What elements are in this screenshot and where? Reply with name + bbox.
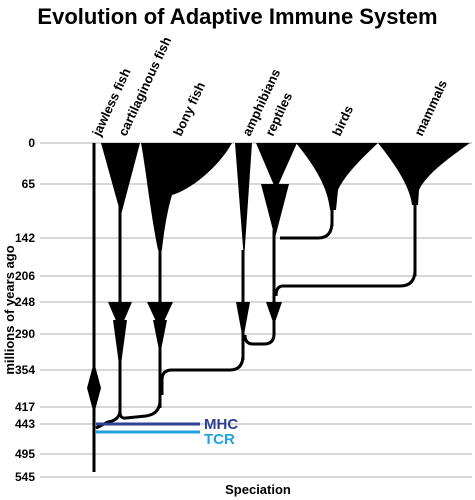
y-axis-label: millions of years ago: [2, 245, 17, 374]
tick-label: 142: [15, 231, 35, 245]
lineage-cartilaginous-fish-top: [101, 143, 140, 215]
tick-labels: 0 65 142 206 248 290 354 417 443 495 545: [15, 136, 35, 484]
lineage-amphibians-spindle: [236, 302, 250, 340]
tick-label: 354: [15, 363, 35, 377]
page-title: Evolution of Adaptive Immune System: [37, 4, 438, 29]
lineage-reptiles-top: [256, 143, 297, 190]
tick-label: 248: [15, 295, 35, 309]
lineage-mammals-top: [378, 143, 470, 205]
lineage-reptiles-spindle: [266, 302, 282, 325]
jawless-fish-diamond: [87, 362, 101, 414]
lineage-bony-fish-spindle: [147, 302, 173, 330]
tick-label: 290: [15, 327, 35, 341]
grid-lines: [40, 142, 472, 478]
tcr-label: TCR: [204, 431, 235, 448]
lineages: [87, 143, 470, 472]
tick-label: 495: [15, 447, 35, 461]
lineage-bony-fish-top: [141, 143, 232, 250]
tick-label: 206: [15, 269, 35, 283]
lineage-cartilaginous-fish-spindle: [108, 302, 132, 330]
tick-label: 417: [15, 400, 35, 414]
clade-label-mammals: mammals: [411, 78, 450, 139]
lineage-amphibians-top: [235, 143, 252, 260]
lineage-birds-top: [296, 143, 378, 210]
branch-amphibians-to-bony: [160, 354, 245, 395]
branch-reptiles-to-amphibians: [243, 320, 276, 346]
tick-label: 443: [15, 417, 35, 431]
tick-label: 0: [28, 136, 35, 150]
clade-labels: jawless fish cartilaginous fish bony fis…: [89, 34, 450, 139]
branch-bony-to-cartilaginous: [118, 399, 162, 420]
mhc-label: MHC: [204, 416, 238, 433]
branch-mammals-to-reptiles: [274, 269, 417, 297]
clade-label-birds: birds: [329, 103, 356, 138]
branch-cartilaginous-to-jawless: [95, 409, 122, 430]
tick-label: 545: [15, 470, 35, 484]
lineage-reptiles-mid: [261, 184, 289, 238]
branch-birds-to-reptiles: [280, 221, 334, 240]
tick-label: 65: [22, 177, 36, 191]
x-axis-label: Speciation: [225, 482, 291, 497]
clade-label-bony-fish: bony fish: [170, 80, 208, 139]
